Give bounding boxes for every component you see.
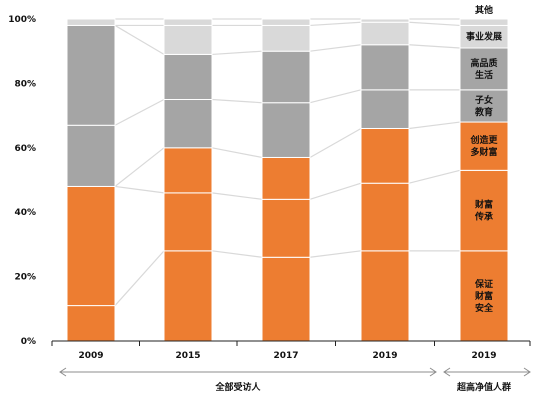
bar-segment <box>261 198 311 258</box>
x-category-label: 2017 <box>273 351 298 361</box>
bar-segment <box>163 192 213 252</box>
bar-segment <box>163 250 213 342</box>
segment-label-line: 财富 <box>474 199 493 211</box>
group-arrow-head-left <box>443 367 451 377</box>
segment-label-line: 保证 <box>474 278 493 290</box>
segment-label: 财富传承 <box>474 199 493 223</box>
x-category-label: 2009 <box>78 351 103 361</box>
segment-label-line: 教育 <box>474 106 493 118</box>
connector-line <box>211 98 263 104</box>
segment-label-line: 传承 <box>474 211 493 223</box>
bar-segment <box>66 24 116 126</box>
bar-segment <box>163 18 213 26</box>
bar-segment <box>163 147 213 194</box>
bar-segment <box>360 21 410 46</box>
segment-label: 高品质生活 <box>470 57 497 81</box>
segment-label-line: 其他 <box>475 4 493 16</box>
bar-segment <box>261 102 311 158</box>
connector-line <box>211 192 263 200</box>
group-arrow-head-right <box>429 367 437 377</box>
bar-segment <box>459 169 509 252</box>
group-arrow-head-right <box>523 367 531 377</box>
segment-label-line: 安全 <box>475 302 494 314</box>
bar-segment <box>261 18 311 26</box>
group-label: 全部受访人 <box>214 381 261 393</box>
y-tick-label: 60% <box>14 144 36 154</box>
bar-segment <box>66 18 116 26</box>
connector-line <box>309 21 362 27</box>
bar-segment <box>360 182 410 252</box>
connector-line <box>114 98 165 126</box>
group-arrow-head-left <box>59 367 67 377</box>
segment-label: 创造更多财富 <box>469 134 498 158</box>
bar-segment <box>459 18 509 26</box>
axes: 0% 20% 40% 60% 80% 100% 2009 2015 2017 2019 2019 <box>8 15 531 361</box>
bar-segment <box>360 89 410 129</box>
connector-line <box>114 250 165 306</box>
connector-line <box>309 89 362 104</box>
segment-label: 保证财富安全 <box>474 278 494 314</box>
bar-segment <box>163 24 213 55</box>
bar-segment <box>360 250 410 342</box>
y-tick-label: 20% <box>14 273 36 283</box>
bar-stacks <box>66 18 509 342</box>
segment-label-line: 生活 <box>475 69 493 81</box>
y-tick-label: 40% <box>14 208 36 218</box>
bar-segment <box>66 305 116 342</box>
connector-line <box>114 185 165 194</box>
connector-line <box>309 182 362 200</box>
connector-line <box>114 147 165 187</box>
bar-segment <box>66 124 116 187</box>
segment-label-line: 创造更 <box>469 134 498 146</box>
bar-segment <box>66 185 116 307</box>
group-label: 超高净值人群 <box>456 381 511 393</box>
y-tick-label: 100% <box>8 15 36 25</box>
segment-label: 子女教育 <box>474 94 493 118</box>
bar-segment <box>261 156 311 200</box>
connector-line <box>211 250 263 258</box>
connector-line <box>211 147 263 159</box>
x-category-label: 2019 <box>471 351 496 361</box>
x-category-label: 2015 <box>175 351 200 361</box>
connector-line <box>408 169 461 184</box>
connector-line <box>408 44 461 49</box>
bar-segment <box>459 121 509 171</box>
bar-segment <box>261 256 311 342</box>
segment-label: 其他 <box>475 4 493 16</box>
bar-segment <box>261 24 311 52</box>
group-annotations: 全部受访人 超高净值人群 <box>59 367 531 393</box>
connector-line <box>309 44 362 52</box>
bar-segment <box>360 18 410 23</box>
bar-segment <box>459 47 509 91</box>
y-tick-label: 80% <box>14 79 36 89</box>
segment-label-line: 高品质 <box>470 57 497 69</box>
bar-segment <box>459 250 509 342</box>
connector-line <box>408 21 461 27</box>
connector-line <box>114 24 165 55</box>
connector-line <box>309 127 362 158</box>
y-tick-label: 0% <box>21 337 36 347</box>
connector-line <box>408 121 461 130</box>
bar-segment <box>163 99 213 149</box>
segment-label-line: 事业发展 <box>466 31 502 43</box>
connector-lines <box>114 18 461 306</box>
segment-label-line: 财富 <box>474 290 493 302</box>
bar-segment <box>360 44 410 91</box>
segment-label: 事业发展 <box>466 31 502 43</box>
connector-line <box>309 250 362 258</box>
x-category-label: 2019 <box>372 351 397 361</box>
segment-label-line: 多财富 <box>470 146 497 158</box>
bar-segment <box>261 50 311 104</box>
segment-label-line: 子女 <box>475 94 493 106</box>
bar-segment <box>163 53 213 100</box>
connector-line <box>211 50 263 56</box>
bar-segment <box>360 127 410 184</box>
